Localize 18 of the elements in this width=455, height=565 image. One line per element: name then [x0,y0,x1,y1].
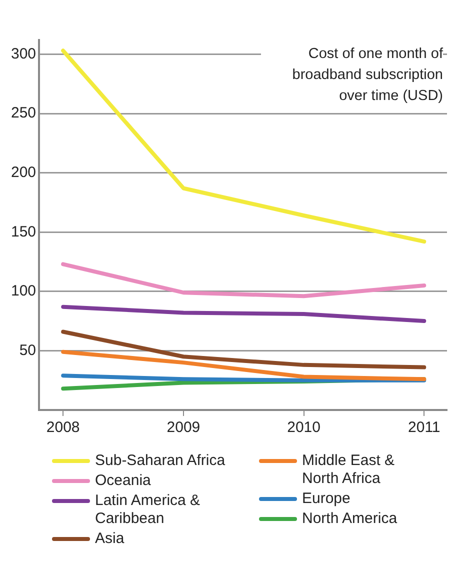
y-tick-label: 250 [10,104,36,122]
x-tick-label: 2009 [166,419,200,436]
y-tick-label: 200 [10,164,36,181]
y-tick-label: 300 [10,45,36,62]
legend-label: Sub-Saharan Africa [95,452,226,470]
legend-label: Europe [302,490,352,508]
legend-label: Middle East & North Africa [302,452,396,488]
y-tick-label: 150 [10,223,36,240]
y-tick-label: 100 [10,282,36,300]
x-tick-label: 2011 [408,419,440,436]
legend-label: Latin America & Caribbean [95,492,202,528]
legend-label: Oceania [95,472,152,490]
x-tick-label: 2010 [287,419,320,436]
y-tick-label: 50 [19,342,36,359]
legend-label: North America [302,510,398,528]
text: Cost of one month of broadband subscription over time (USD) [261,42,443,109]
legend-label: Asia [95,530,126,548]
x-tick-label: 2008 [46,419,80,436]
